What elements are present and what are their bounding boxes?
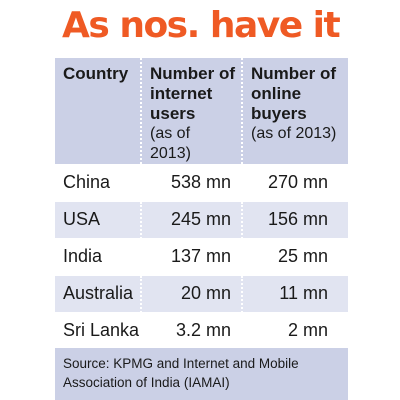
cell-internet-users: 3.2 mn — [141, 312, 243, 349]
cell-online-buyers: 11 mn — [279, 283, 328, 303]
infographic-title: As nos. have it — [62, 5, 341, 46]
table-row: USA 245 mn 156 mn — [55, 201, 348, 238]
cell-online-buyers: 2 mn — [287, 320, 328, 340]
cell-country: Sri Lanka — [55, 312, 142, 349]
source-note: Source: KPMG and Internet and Mobile Ass… — [55, 348, 348, 400]
header-internet-users: Number of internet users (as of 2013) — [141, 58, 243, 164]
internet-users-table: Country Number of internet users (as of … — [55, 58, 348, 350]
cell-internet-users: 538 mn — [141, 164, 243, 201]
header-online-buyers: Number of online buyers (as of 2013) — [251, 64, 337, 142]
cell-online-buyers: 270 mn — [267, 171, 328, 192]
cell-online-buyers: 25 mn — [277, 246, 328, 266]
table-row: Australia 20 mn 11 mn — [55, 275, 348, 312]
cell-internet-users: 20 mn — [141, 275, 243, 312]
header-country: Country — [55, 58, 142, 164]
cell-internet-users: 245 mn — [141, 201, 243, 238]
cell-country: India — [55, 238, 142, 275]
cell-country: Australia — [55, 275, 142, 312]
table-row: Sri Lanka 3.2 mn 2 mn — [55, 312, 348, 349]
data-table-container: Country Number of internet users (as of … — [55, 58, 348, 350]
cell-online-buyers: 156 mn — [267, 209, 328, 229]
table-header-row: Country Number of internet users (as of … — [55, 58, 348, 164]
cell-internet-users: 137 mn — [141, 238, 243, 275]
table-row: China 538 mn 270 mn — [55, 164, 348, 201]
cell-country: China — [55, 164, 142, 201]
table-row: India 137 mn 25 mn — [55, 238, 348, 275]
cell-country: USA — [55, 201, 142, 238]
